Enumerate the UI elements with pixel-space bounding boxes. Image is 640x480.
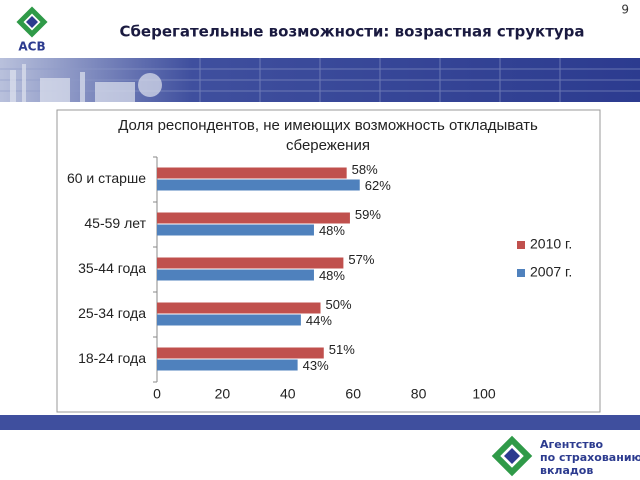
value-label: 51% xyxy=(329,342,355,357)
legend-label: 2007 г. xyxy=(530,264,572,280)
footer-logo xyxy=(491,435,533,477)
logo-text: АСВ xyxy=(18,40,45,54)
value-label: 58% xyxy=(352,162,378,177)
value-label: 62% xyxy=(365,178,391,193)
bar xyxy=(157,269,314,281)
bar xyxy=(157,302,321,314)
x-tick-label: 0 xyxy=(153,386,161,402)
legend-swatch xyxy=(517,241,525,249)
x-tick-label: 40 xyxy=(280,386,296,402)
value-label: 59% xyxy=(355,207,381,222)
value-label: 43% xyxy=(303,358,329,373)
value-label: 44% xyxy=(306,313,332,328)
x-tick-label: 100 xyxy=(472,386,496,402)
legend-label: 2010 г. xyxy=(530,236,572,252)
bar xyxy=(157,212,350,224)
value-label: 57% xyxy=(348,252,374,267)
header-logo: АСВ xyxy=(16,6,48,54)
y-tick-label: 35-44 года xyxy=(78,260,146,276)
legend-swatch xyxy=(517,269,525,277)
chart: Доля респондентов, не имеющих возможност… xyxy=(67,117,572,402)
bar xyxy=(157,257,344,269)
x-tick-label: 80 xyxy=(411,386,427,402)
bar xyxy=(157,347,324,359)
y-tick-label: 60 и старше xyxy=(67,170,146,186)
banner-image xyxy=(10,64,162,102)
chart-title: сбережения xyxy=(286,137,370,154)
footer-logo-line: по страхованию xyxy=(540,451,640,464)
slide-title: Сберегательные возможности: возрастная с… xyxy=(119,23,584,41)
bar xyxy=(157,314,301,326)
footer-logo-line: вкладов xyxy=(540,464,593,477)
x-tick-label: 20 xyxy=(215,386,231,402)
bar xyxy=(157,224,314,236)
page-number: 9 xyxy=(621,3,629,17)
footer-band xyxy=(0,415,640,430)
value-label: 50% xyxy=(326,297,352,312)
x-tick-label: 60 xyxy=(345,386,361,402)
bar xyxy=(157,359,298,371)
y-tick-label: 18-24 года xyxy=(78,350,146,366)
value-label: 48% xyxy=(319,223,345,238)
value-label: 48% xyxy=(319,268,345,283)
bar xyxy=(157,167,347,179)
bar xyxy=(157,179,360,191)
y-tick-label: 45-59 лет xyxy=(84,215,146,231)
y-tick-label: 25-34 года xyxy=(78,305,146,321)
footer-logo-line: Агентство xyxy=(540,438,604,451)
chart-title: Доля респондентов, не имеющих возможност… xyxy=(118,117,538,134)
